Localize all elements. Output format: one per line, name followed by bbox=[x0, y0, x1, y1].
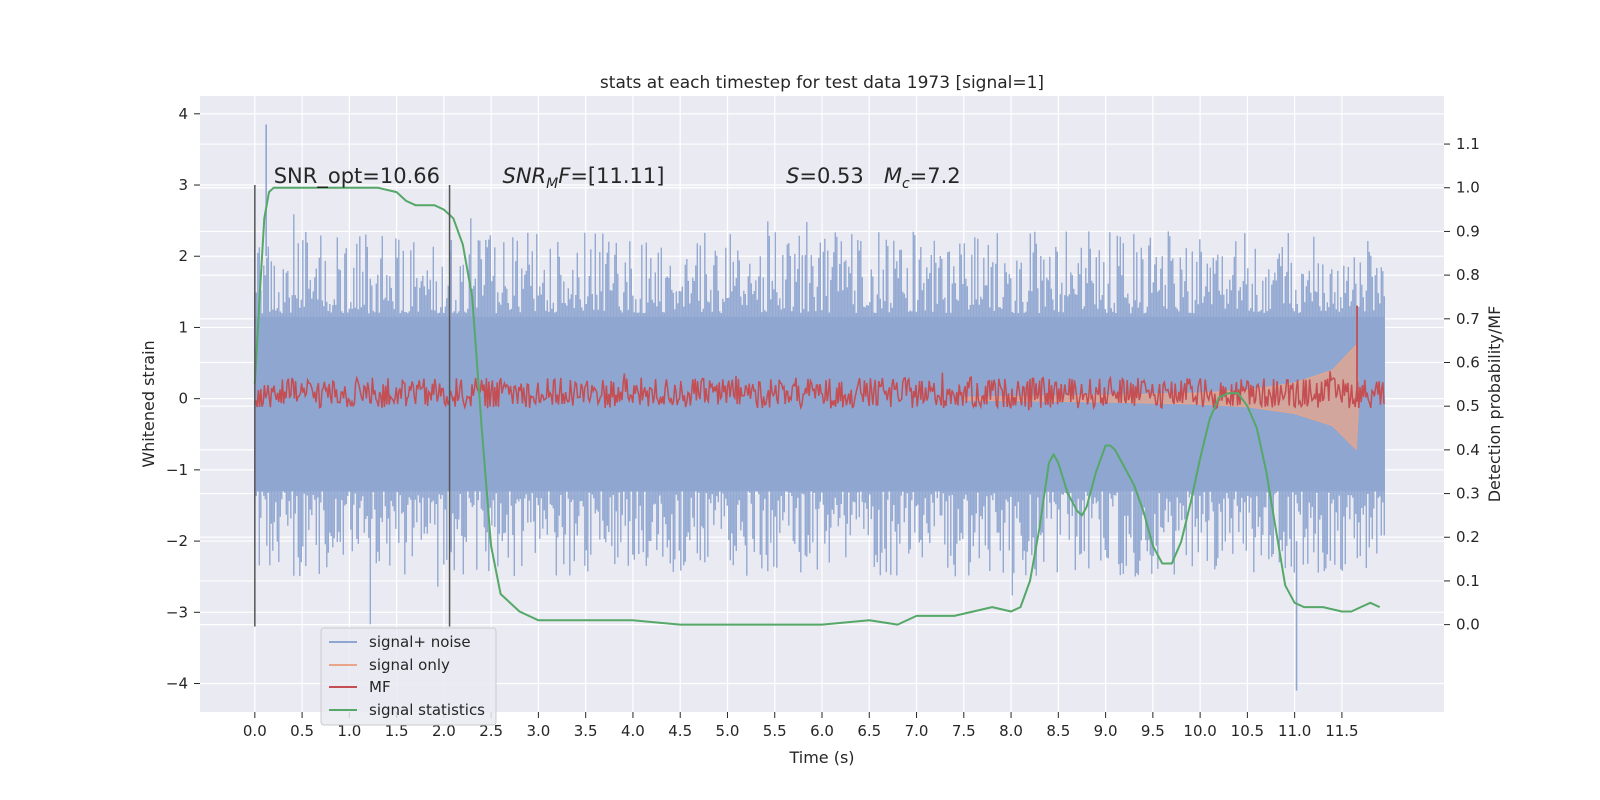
x-tick-label: 11.5 bbox=[1325, 722, 1358, 740]
annotation-snr-opt: SNR_opt=10.66 bbox=[274, 164, 440, 189]
x-tick-label: 1.5 bbox=[385, 722, 409, 740]
data-layer bbox=[253, 124, 1385, 691]
x-tick-label: 11.0 bbox=[1278, 722, 1311, 740]
x-tick-label: 4.0 bbox=[621, 722, 645, 740]
legend-box bbox=[320, 627, 497, 726]
annotation-s-mc: S=0.53 Mc=7.2 bbox=[786, 164, 961, 192]
y-left-tick-label: 2 bbox=[178, 247, 188, 265]
x-tick-label: 5.0 bbox=[716, 722, 740, 740]
x-tick-label: 3.0 bbox=[526, 722, 550, 740]
y-left-tick-label: −2 bbox=[166, 532, 188, 550]
legend-label-mf: MF bbox=[369, 678, 391, 696]
legend-label-signal-only: signal only bbox=[369, 656, 450, 674]
y-right-tick-label: 0.2 bbox=[1456, 528, 1480, 546]
y-axis-right-label: Detection probability/MF bbox=[1485, 306, 1504, 503]
x-tick-label: 3.5 bbox=[574, 722, 598, 740]
y-left-tick-label: −1 bbox=[166, 461, 188, 479]
mf-line bbox=[254, 371, 1385, 411]
y-left-tick-label: 4 bbox=[178, 105, 188, 123]
y-right-tick-label: 0.3 bbox=[1456, 485, 1480, 503]
vline-layer bbox=[254, 185, 451, 627]
x-tick-label: 4.5 bbox=[668, 722, 692, 740]
y-right-tick-label: 0.8 bbox=[1456, 266, 1480, 284]
x-tick-label: 7.0 bbox=[905, 722, 929, 740]
x-tick-label: 9.0 bbox=[1094, 722, 1118, 740]
legend-label-signal-statistics: signal statistics bbox=[369, 701, 485, 719]
x-tick-label: 10.0 bbox=[1183, 722, 1216, 740]
x-axis-label: Time (s) bbox=[788, 748, 854, 767]
y-axis-left-label: Whitened strain bbox=[139, 340, 158, 467]
x-tick-label: 2.0 bbox=[432, 722, 456, 740]
legend: signal+ noise signal only MF signal stat… bbox=[320, 627, 497, 726]
annotation-layer: SNR_opt=10.66 SNRMF=[11.11] S=0.53 Mc=7.2 bbox=[274, 164, 961, 192]
y-left-tick-label: 0 bbox=[178, 390, 188, 408]
x-tick-label: 0.0 bbox=[243, 722, 267, 740]
y-right-tick-label: 0.1 bbox=[1456, 572, 1480, 590]
tick-layer: 0.0 0.5 1.0 1.5 2.0 2.5 3.0 3.5 4.0 4.5 5.0 5.5 6.0 6… bbox=[166, 105, 1480, 740]
x-tick-label: 2.5 bbox=[479, 722, 503, 740]
y-left-tick-label: 3 bbox=[178, 176, 188, 194]
y-right-tick-label: 1.1 bbox=[1456, 135, 1480, 153]
y-left-tick-label: −3 bbox=[166, 603, 188, 621]
x-tick-label: 7.5 bbox=[952, 722, 976, 740]
legend-label-signal-noise: signal+ noise bbox=[369, 633, 471, 651]
y-right-tick-label: 0.0 bbox=[1456, 616, 1480, 634]
y-right-tick-label: 0.4 bbox=[1456, 441, 1480, 459]
x-tick-label: 0.5 bbox=[290, 722, 314, 740]
y-left-tick-label: 1 bbox=[178, 318, 188, 336]
x-tick-label: 5.5 bbox=[763, 722, 787, 740]
x-tick-label: 8.5 bbox=[1046, 722, 1070, 740]
y-right-tick-label: 1.0 bbox=[1456, 179, 1480, 197]
y-right-tick-label: 0.6 bbox=[1456, 353, 1480, 371]
x-tick-label: 6.0 bbox=[810, 722, 834, 740]
chart-title: stats at each timestep for test data 197… bbox=[600, 73, 1044, 93]
x-tick-label: 9.5 bbox=[1141, 722, 1165, 740]
signal-statistics-line bbox=[253, 186, 1381, 626]
y-right-tick-label: 0.9 bbox=[1456, 222, 1480, 240]
y-left-tick-label: −4 bbox=[166, 675, 188, 693]
y-right-tick-label: 0.5 bbox=[1456, 397, 1480, 415]
x-tick-label: 1.0 bbox=[337, 722, 361, 740]
x-tick-label: 10.5 bbox=[1231, 722, 1264, 740]
x-tick-label: 8.0 bbox=[999, 722, 1023, 740]
annotation-snr-mf: SNRMF=[11.11] bbox=[502, 164, 664, 192]
x-tick-label: 6.5 bbox=[857, 722, 881, 740]
y-right-tick-label: 0.7 bbox=[1456, 310, 1480, 328]
